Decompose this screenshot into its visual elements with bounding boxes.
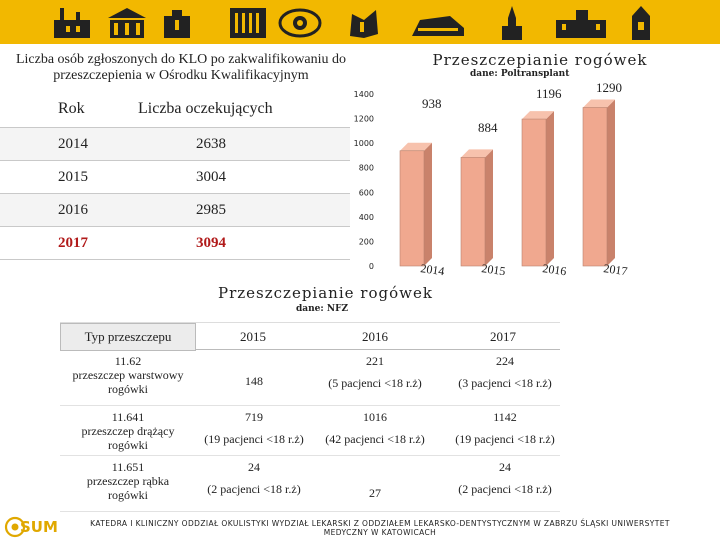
row-count: 2638 (196, 136, 226, 152)
y-tick-label: 1000 (354, 139, 374, 148)
data-label: 1196 (536, 86, 562, 101)
value-2016: 221 (5 pacjenci <18 r.ż) (328, 354, 422, 390)
bar-side (546, 111, 554, 266)
table-row: 2015 3004 (0, 161, 350, 194)
row-year: 2017 (58, 235, 88, 251)
tower-icon (632, 6, 650, 40)
bar-top (522, 111, 554, 120)
bar-top (583, 99, 615, 108)
bar-top (400, 142, 432, 151)
data-label: 938 (422, 96, 442, 111)
table-header-row: Rok Liczba oczekujących (0, 88, 350, 128)
columns-icon (230, 8, 266, 38)
data-label: 1290 (596, 80, 622, 95)
footer (0, 514, 720, 540)
header-year: Rok (58, 100, 85, 117)
transplant-type: 11.651 przeszczep rąbka rogówki (86, 460, 170, 502)
sum-logo: SUM (4, 516, 58, 538)
header-2015: 2015 (240, 329, 266, 344)
chart-title: Przeszczepianie rogówek (432, 51, 648, 69)
bar-top (461, 149, 493, 158)
y-tick-label: 200 (359, 237, 374, 246)
row-count: 3004 (196, 169, 226, 185)
header-count: Liczba oczekujących (138, 100, 273, 117)
corneal-transplant-chart: 0 200 400 600 800 1000 1200 1400 2014 2015 2016 201… (354, 80, 629, 278)
monument-icon (412, 16, 464, 36)
transplant-type: 11.62 przeszczep warstwowy rogówki (72, 354, 184, 396)
chart-subtitle: dane: Poltransplant (470, 69, 570, 79)
y-tick-label: 400 (359, 213, 374, 222)
value-2017: 1142 (19 pacjenci <18 r.ż) (455, 410, 555, 446)
bar (460, 157, 486, 267)
bar (399, 150, 425, 267)
y-tick-label: 1400 (354, 90, 374, 99)
x-tick-label: 2017 (603, 261, 629, 278)
row-year: 2014 (58, 136, 88, 152)
bar-side (485, 149, 493, 266)
value-2016: 27 (369, 486, 381, 500)
header-2016: 2016 (362, 329, 388, 344)
row-count: 2985 (196, 202, 226, 218)
x-tick-label: 2015 (481, 261, 507, 278)
nfz-header-row: Typ przeszczepu 2015 2016 2017 (60, 322, 560, 351)
x-tick-label: 2016 (542, 261, 568, 278)
data-label: 884 (478, 120, 498, 135)
x-tick-label: 2014 (420, 261, 446, 278)
banner-icons (0, 0, 720, 44)
factory-icon (54, 8, 90, 38)
bar (582, 107, 608, 267)
bar (521, 118, 547, 267)
book-icon (350, 10, 378, 38)
waiting-list-title: Liczba osób zgłoszonych do KLO po zakwal… (15, 52, 347, 83)
header-type: Typ przeszczepu (60, 323, 196, 351)
header-2017: 2017 (490, 329, 516, 344)
value-2017: 224 (3 pacjenci <18 r.ż) (458, 354, 552, 390)
building-icon (164, 10, 190, 38)
logo-text: SUM (20, 518, 58, 536)
table-row-highlighted: 2017 3094 (0, 227, 350, 260)
nfz-row: 11.641 przeszczep drążący rogówki 719 (19 pa… (60, 406, 560, 456)
y-tick-label: 0 (369, 262, 374, 271)
transplant-type: 11.641 przeszczep drążący rogówki (81, 410, 175, 452)
nfz-row: 11.651 przeszczep rąbka rogówki 24 (2 pacjen… (60, 456, 560, 512)
value-2015: 24 (2 pacjenci <18 r.ż) (207, 460, 301, 496)
university-icon (108, 8, 146, 38)
bar-side (607, 99, 615, 266)
value-2016: 1016 (42 pacjenci <18 r.ż) (325, 410, 425, 446)
y-tick-label: 600 (359, 188, 374, 197)
table-row: 2016 2985 (0, 194, 350, 227)
bar-side (424, 142, 432, 266)
value-2015: 719 (19 pacjenci <18 r.ż) (204, 410, 304, 446)
nfz-rows: 11.62 przeszczep warstwowy rogówki 148 221 (5… (60, 350, 560, 512)
church-icon (502, 6, 522, 40)
nfz-row: 11.62 przeszczep warstwowy rogówki 148 221 (5… (60, 350, 560, 406)
nfz-subtitle: dane: NFZ (296, 304, 349, 314)
row-count: 3094 (196, 235, 226, 251)
institution-name: KATEDRA I KLINICZNY ODDZIAŁ OKULISTYKI W… (60, 519, 700, 537)
value-2017: 24 (2 pacjenci <18 r.ż) (458, 460, 552, 496)
palace-icon (556, 10, 606, 38)
row-year: 2016 (58, 202, 88, 218)
row-year: 2015 (58, 169, 88, 185)
institution-line-1: KATEDRA I KLINICZNY ODDZIAŁ OKULISTYKI W… (90, 519, 670, 528)
eye-icon (278, 8, 322, 38)
y-tick-label: 1200 (354, 115, 374, 124)
table-row: 2014 2638 (0, 128, 350, 161)
y-tick-label: 800 (359, 164, 374, 173)
value-2015: 148 (245, 374, 263, 388)
nfz-table: Typ przeszczepu 2015 2016 2017 11.62 prze… (60, 322, 560, 512)
institution-line-2: MEDYCZNY W KATOWICACH (323, 528, 437, 537)
waiting-list-table: Rok Liczba oczekujących 2014 2638 2015 3… (0, 88, 350, 260)
nfz-title: Przeszczepianie rogówek (218, 284, 433, 302)
